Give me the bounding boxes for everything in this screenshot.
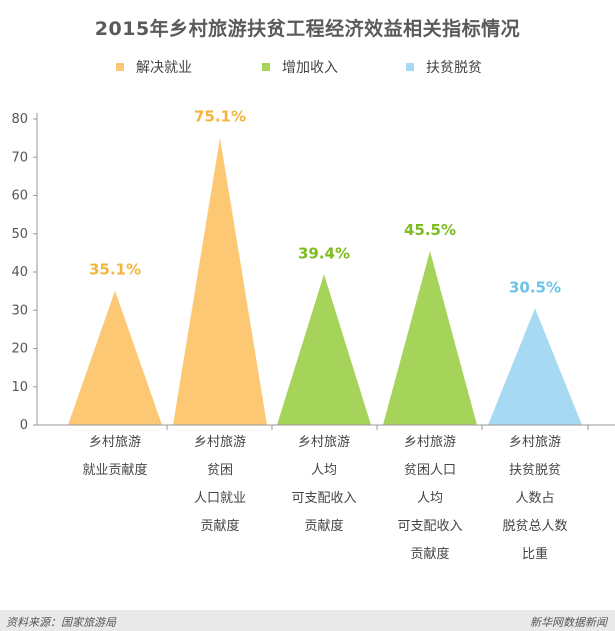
- x-tick-label: 乡村旅游: [509, 435, 561, 450]
- bar-triangle: [173, 137, 267, 425]
- x-tick-label: 扶贫脱贫: [509, 462, 561, 478]
- bar-triangle: [488, 308, 582, 425]
- x-tick-label: 贫困人口: [404, 462, 456, 478]
- legend-label-poverty: 扶贫脱贫: [426, 60, 482, 76]
- x-tick-label: 脱贫总人数: [502, 518, 567, 534]
- x-tick-label: 人均: [417, 491, 443, 506]
- legend-swatch-poverty: [406, 63, 414, 71]
- data-label: 45.5%: [404, 221, 456, 239]
- bar-triangle: [277, 274, 371, 425]
- x-tick-label: 乡村旅游: [89, 435, 141, 450]
- x-tick-label: 贡献度: [410, 546, 449, 562]
- x-tick-label: 贫困: [207, 462, 233, 478]
- x-tick-label: 就业贡献度: [82, 462, 147, 478]
- footer-source: 资料来源：国家旅游局: [6, 616, 116, 629]
- y-tick-label: 70: [11, 150, 28, 165]
- data-label: 30.5%: [509, 278, 561, 296]
- bar-triangle: [383, 250, 477, 425]
- x-tick-label: 可支配收入: [291, 491, 356, 506]
- chart-title: 2015年乡村旅游扶贫工程经济效益相关指标情况: [94, 18, 521, 40]
- x-tick-label: 贡献度: [304, 518, 343, 534]
- bar-triangle: [68, 290, 162, 425]
- legend-label-employment: 解决就业: [136, 60, 192, 76]
- legend-item-poverty: 扶贫脱贫: [406, 57, 482, 77]
- footer: 资料来源：国家旅游局 新华网数据新闻: [0, 610, 615, 631]
- legend-swatch-employment: [116, 63, 124, 71]
- y-tick-label: 50: [11, 227, 28, 242]
- legend-swatch-income: [262, 63, 270, 71]
- x-tick-label: 比重: [522, 546, 548, 562]
- x-tick-label: 贡献度: [200, 518, 239, 534]
- x-tick-label: 乡村旅游: [404, 435, 456, 450]
- y-tick-label: 60: [11, 189, 28, 204]
- legend-item-employment: 解决就业: [116, 57, 192, 77]
- y-tick-label: 30: [11, 303, 28, 318]
- legend-item-income: 增加收入: [262, 57, 338, 77]
- y-tick-label: 10: [11, 380, 28, 395]
- x-tick-label: 可支配收入: [397, 519, 462, 534]
- legend: 解决就业 增加收入 扶贫脱贫: [0, 57, 615, 79]
- data-label: 75.1%: [194, 108, 246, 126]
- data-label: 39.4%: [298, 244, 350, 262]
- x-tick-label: 乡村旅游: [194, 435, 246, 450]
- y-tick-label: 0: [20, 418, 28, 433]
- x-tick-label: 人均: [311, 463, 337, 478]
- x-tick-label: 人数占: [515, 491, 554, 506]
- y-tick-label: 80: [11, 112, 28, 127]
- footer-brand: 新华网数据新闻: [530, 616, 607, 629]
- y-tick-label: 20: [11, 342, 28, 357]
- legend-label-income: 增加收入: [282, 60, 338, 76]
- y-tick-label: 40: [11, 265, 28, 280]
- x-tick-label: 乡村旅游: [298, 435, 350, 450]
- x-tick-label: 人口就业: [194, 491, 246, 506]
- data-label: 35.1%: [89, 261, 141, 279]
